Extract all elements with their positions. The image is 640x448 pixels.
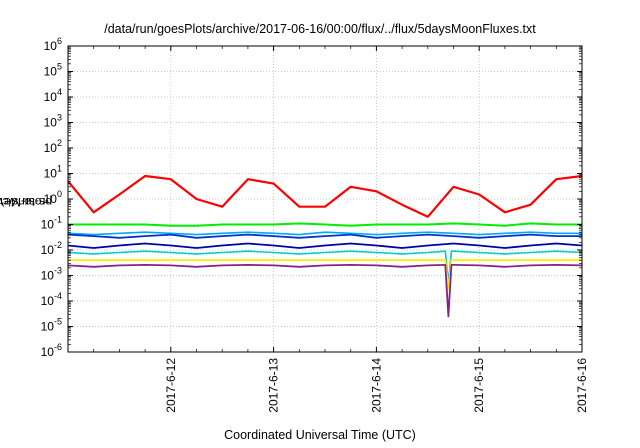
series-line-3 bbox=[67, 231, 582, 236]
series-line-6 bbox=[67, 250, 583, 284]
x-tick-label: 2017-6-14 bbox=[369, 358, 383, 413]
plot-frame bbox=[67, 45, 583, 353]
y-tick-label: 102 bbox=[44, 138, 62, 155]
y-tick-label: 10-4 bbox=[41, 291, 62, 308]
y-tick-label: 10-6 bbox=[41, 342, 62, 359]
x-tick-label: 2017-6-12 bbox=[164, 358, 178, 413]
axes bbox=[67, 45, 583, 353]
x-tick-labels: 2017-6-12 2017-6-13 2017-6-14 2017-6-15 2017… bbox=[164, 358, 589, 413]
y-tick-label: 101 bbox=[44, 164, 62, 181]
x-tick-label: 2017-6-13 bbox=[267, 358, 281, 413]
x-tick-label: 2017-6-15 bbox=[472, 358, 486, 413]
series-line-7 bbox=[68, 259, 582, 290]
x-tick-label: 2017-6-16 bbox=[575, 358, 589, 413]
series-line-1 bbox=[67, 174, 583, 218]
series-line-4 bbox=[67, 233, 582, 239]
y-tick-label: 103 bbox=[44, 113, 62, 130]
grid-lines bbox=[68, 46, 582, 352]
series-line-2 bbox=[68, 222, 582, 227]
y-tick-label: 10-2 bbox=[41, 240, 62, 257]
series-lines bbox=[67, 174, 583, 318]
series-line-5 bbox=[67, 242, 583, 249]
y-tick-label: 100 bbox=[44, 189, 62, 206]
y-axis-label-unit: -s-sr-MeV bbox=[0, 195, 49, 210]
y-tick-label: 10-1 bbox=[41, 215, 62, 232]
x-axis-label: Coordinated Universal Time (UTC) bbox=[224, 428, 416, 442]
y-tick-labels: 10-6 10-5 10-4 10-3 10-2 10-1 100 101 102 103 104 1… bbox=[41, 36, 62, 359]
y-tick-label: 105 bbox=[44, 62, 62, 79]
series-line-8 bbox=[67, 264, 583, 318]
y-tick-label: 104 bbox=[44, 87, 62, 104]
y-tick-label: 10-5 bbox=[41, 317, 62, 334]
y-tick-label: 106 bbox=[44, 36, 62, 53]
chart-title: /data/run/goesPlots/archive/2017-06-16/0… bbox=[104, 22, 536, 36]
y-tick-label: 10-3 bbox=[41, 266, 62, 283]
